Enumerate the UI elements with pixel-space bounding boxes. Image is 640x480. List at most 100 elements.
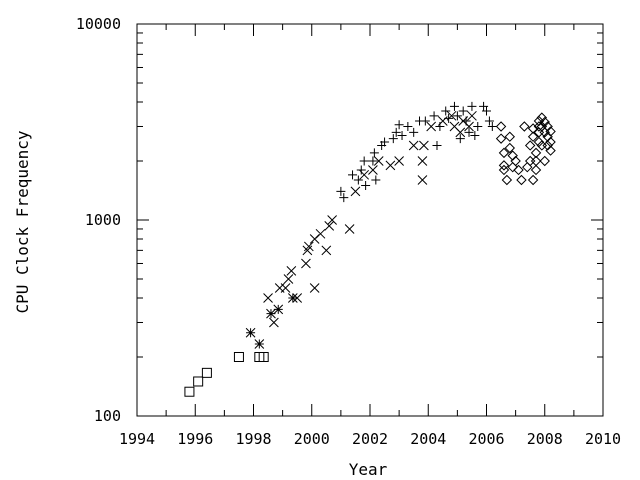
point-diamond xyxy=(524,155,536,167)
point-plus xyxy=(371,175,381,185)
point-diamond xyxy=(530,147,542,159)
point-x xyxy=(417,156,428,166)
point-diamond xyxy=(513,164,524,176)
point-diamond xyxy=(495,121,507,132)
point-square xyxy=(258,351,269,362)
point-x xyxy=(309,283,320,293)
plot-frame xyxy=(136,23,604,417)
x-tick-label: 2002 xyxy=(352,430,388,448)
point-x xyxy=(419,140,429,151)
point-diamond xyxy=(545,126,556,137)
point-plus xyxy=(449,101,459,111)
point-star xyxy=(287,293,298,303)
point-star xyxy=(273,304,284,315)
point-plus xyxy=(397,130,407,140)
point-x xyxy=(315,228,326,239)
point-square xyxy=(193,376,204,387)
point-plus xyxy=(452,111,462,121)
point-x xyxy=(394,156,404,166)
point-plus xyxy=(464,127,474,137)
point-star xyxy=(245,327,256,338)
point-diamond xyxy=(498,147,510,159)
point-plus xyxy=(458,106,468,116)
y-tick-label: 100 xyxy=(94,407,121,425)
point-diamond xyxy=(539,155,550,167)
point-plus xyxy=(420,116,430,126)
point-plus xyxy=(356,165,366,175)
point-diamond xyxy=(501,174,513,186)
point-diamond xyxy=(536,140,548,151)
point-star xyxy=(254,339,265,349)
point-plus xyxy=(470,130,480,140)
y-axis-title: CPU Clock Frequency xyxy=(13,130,32,313)
point-diamond xyxy=(498,160,510,171)
point-diamond xyxy=(527,123,539,134)
point-x xyxy=(327,215,337,225)
point-x xyxy=(373,156,384,166)
point-diamond xyxy=(539,116,550,128)
point-plus xyxy=(429,111,439,121)
point-plus xyxy=(361,180,371,190)
point-diamond xyxy=(533,121,545,132)
point-x xyxy=(286,266,297,276)
point-diamond xyxy=(504,131,516,142)
data-points xyxy=(184,101,556,397)
x-tick-label: 2010 xyxy=(585,430,621,448)
x-tick-label: 2008 xyxy=(527,430,563,448)
y-tick-label: 10000 xyxy=(76,15,121,33)
point-diamond xyxy=(527,131,539,142)
point-diamond xyxy=(527,174,539,186)
point-diamond xyxy=(507,161,518,173)
point-plus xyxy=(482,106,491,116)
point-x xyxy=(467,110,477,121)
point-x xyxy=(263,293,273,303)
point-x xyxy=(368,165,378,175)
point-plus xyxy=(435,121,445,131)
point-diamond xyxy=(510,155,521,167)
point-x xyxy=(321,245,332,256)
point-plus xyxy=(467,101,477,111)
point-square xyxy=(201,367,212,378)
point-plus xyxy=(403,121,413,131)
x-tick-label: 1998 xyxy=(235,430,271,448)
point-square xyxy=(184,386,195,397)
x-axis-title: Year xyxy=(349,460,388,479)
x-tick-label: 1994 xyxy=(119,430,155,448)
point-plus xyxy=(441,106,451,116)
point-diamond xyxy=(522,161,533,173)
point-x xyxy=(417,175,428,185)
axis-ticks xyxy=(136,24,604,417)
point-diamond xyxy=(516,174,527,186)
point-diamond xyxy=(498,164,510,176)
x-tick-label: 2000 xyxy=(294,430,330,448)
point-diamond xyxy=(542,140,553,151)
point-plus xyxy=(461,116,471,126)
point-plus xyxy=(409,127,419,137)
point-plus xyxy=(348,170,358,180)
point-plus xyxy=(353,175,363,185)
x-tick-label: 2006 xyxy=(468,430,504,448)
point-plus xyxy=(455,134,465,144)
point-diamond xyxy=(507,150,518,161)
point-plus xyxy=(473,121,483,131)
point-diamond xyxy=(530,164,542,176)
point-plus xyxy=(487,121,497,131)
point-x xyxy=(292,293,303,303)
point-x xyxy=(280,283,291,293)
point-diamond xyxy=(524,140,536,151)
point-diamond xyxy=(545,145,556,156)
point-plus xyxy=(432,140,442,150)
point-x xyxy=(426,121,437,132)
point-x xyxy=(324,221,335,231)
point-diamond xyxy=(545,136,556,148)
point-x xyxy=(455,127,466,138)
point-diamond xyxy=(504,142,516,154)
y-tick-label: 1000 xyxy=(85,211,121,229)
point-x xyxy=(350,186,361,197)
tick-labels: 1994 1996 1998 2000 2002 2004 2006 2008 2010 100 1… xyxy=(76,15,621,448)
point-diamond xyxy=(542,121,553,132)
point-x xyxy=(301,258,311,269)
point-plus xyxy=(368,156,378,166)
point-star xyxy=(266,308,276,319)
